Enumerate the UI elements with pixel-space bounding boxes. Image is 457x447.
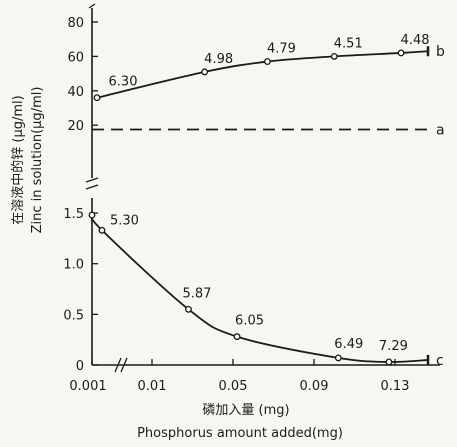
ticks: 20 40 60 80 0 0.5 1.0 1.5 0.001 0.01 0.05 0.09 0.13: [63, 16, 409, 394]
y-tick-label-upper: 60: [67, 50, 84, 65]
series-b-point-label: 4.51: [334, 36, 363, 51]
x-axis-title-cn: 磷加入量 (mg): [202, 403, 289, 418]
series-c-point-label: 5.30: [110, 213, 139, 228]
series-b-point: [397, 49, 405, 57]
series-b-line: [96, 50, 429, 99]
y-tick-label-lower: 0.5: [63, 308, 84, 323]
y-tick-label-lower: 0: [76, 359, 84, 374]
series-c-point: [184, 305, 192, 313]
series-b-point: [201, 68, 209, 76]
series-c-point: [233, 333, 241, 341]
axes: [85, 3, 440, 373]
x-tick-label: 0.01: [138, 379, 167, 394]
x-tick-label: 0.05: [219, 379, 248, 394]
series-b-point: [263, 58, 271, 66]
series-b-point: [93, 94, 101, 102]
y-tick-label-upper: 80: [67, 16, 84, 31]
x-axis-break-mark: [120, 357, 128, 373]
y-tick-label-lower: 1.0: [63, 258, 84, 273]
series-c-line: [90, 214, 429, 363]
series-c-point-label: 6.49: [334, 337, 363, 352]
y-axis-break-mark: [85, 177, 99, 183]
x-axis-break-mark: [114, 357, 122, 373]
series-c-point: [385, 358, 393, 366]
series-c-point-label: 5.87: [182, 286, 211, 301]
y-axis-top-mark: [88, 3, 96, 9]
y-axis-title-en: Zinc in solution(µg/ml): [30, 87, 45, 234]
y-tick-label-lower: 1.5: [63, 207, 84, 222]
x-axis-title-en: Phosphorus amount added(mg): [137, 426, 343, 441]
series-c-point: [88, 211, 96, 219]
series-b-point-label: 4.48: [401, 33, 430, 48]
series-b-point: [330, 52, 338, 60]
y-tick-label-upper: 40: [67, 85, 84, 100]
series-c-point-label: 6.05: [235, 314, 264, 329]
series-b-point-label: 4.98: [204, 52, 233, 67]
series-layer: [88, 46, 430, 366]
y-axis-break-mark: [85, 184, 99, 190]
x-tick-label: 0.001: [69, 379, 106, 394]
y-tick-label-upper: 20: [67, 119, 84, 134]
series-c-point: [334, 354, 342, 362]
labels-layer: 6.30 4.98 4.79 4.51 4.48 b a 5.30 5.87 6.05 6.49 7.…: [109, 33, 445, 369]
series-b-point-label: 6.30: [109, 75, 138, 90]
series-b-label: b: [436, 44, 445, 60]
series-c-point-label: 7.29: [379, 339, 408, 354]
series-c-point: [98, 226, 106, 234]
series-a-label: a: [436, 123, 445, 139]
y-axis-title-cn: 在溶液中的锌 (µg/ml): [10, 95, 26, 224]
series-b-point-label: 4.79: [267, 42, 296, 57]
series-c-label: c: [436, 353, 444, 369]
x-tick-label: 0.13: [381, 379, 410, 394]
x-tick-label: 0.09: [300, 379, 329, 394]
